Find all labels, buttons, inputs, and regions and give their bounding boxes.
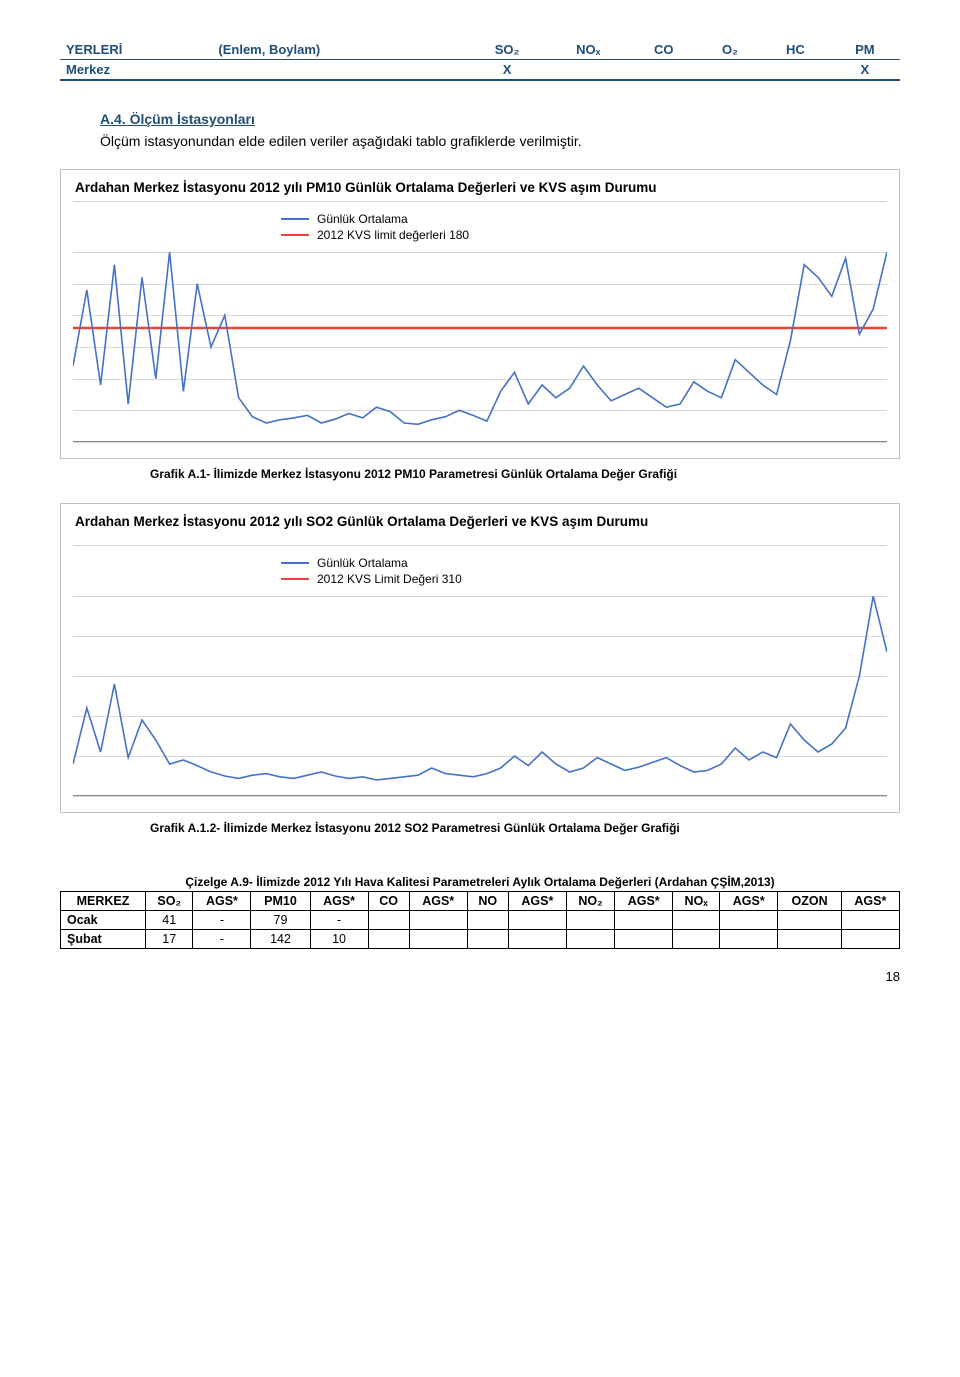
hdr-cell: X <box>830 60 900 81</box>
legend-swatch <box>281 578 309 580</box>
table-col: AGS* <box>193 892 251 911</box>
table-cell: 41 <box>146 911 193 930</box>
so2-legend: Günlük Ortalama 2012 KVS Limit Değeri 31… <box>61 546 899 596</box>
table-col: NO₂ <box>566 892 614 911</box>
table-cell <box>566 930 614 949</box>
hdr-cell: Merkez <box>60 60 212 81</box>
table-cell <box>467 930 508 949</box>
table-col: AGS* <box>508 892 566 911</box>
table-col: AGS* <box>310 892 368 911</box>
table-col: AGS* <box>841 892 899 911</box>
so2-chart-box: Ardahan Merkez İstasyonu 2012 yılı SO2 G… <box>60 503 900 813</box>
table-cell <box>615 930 673 949</box>
table-col: AGS* <box>720 892 778 911</box>
table-cell <box>841 911 899 930</box>
hdr-cell <box>212 60 466 81</box>
table-cell <box>673 911 720 930</box>
table-cell <box>566 911 614 930</box>
hdr-cell <box>548 60 629 81</box>
legend-swatch <box>281 562 309 564</box>
legend-item: Günlük Ortalama <box>281 212 899 226</box>
table-cell <box>778 930 841 949</box>
table-col: NOₓ <box>673 892 720 911</box>
hdr-col: HC <box>761 40 830 60</box>
legend-item: 2012 KVS Limit Değeri 310 <box>281 572 899 586</box>
table-cell: 10 <box>310 930 368 949</box>
hdr-col: CO <box>629 40 699 60</box>
hdr-cell <box>699 60 761 81</box>
section-title: A.4. Ölçüm İstasyonları <box>100 111 900 127</box>
pm10-chart-title: Ardahan Merkez İstasyonu 2012 yılı PM10 … <box>61 170 899 195</box>
hdr-col: SO₂ <box>466 40 548 60</box>
table-cell <box>841 930 899 949</box>
so2-plot-area <box>73 596 887 796</box>
so2-chart-title: Ardahan Merkez İstasyonu 2012 yılı SO2 G… <box>61 504 899 529</box>
hdr-col: O₂ <box>699 40 761 60</box>
pm10-caption: Grafik A.1- İlimizde Merkez İstasyonu 20… <box>150 467 900 481</box>
legend-item: 2012 KVS limit değerleri 180 <box>281 228 899 242</box>
table-cell: Şubat <box>61 930 146 949</box>
pm10-plot-area <box>73 252 887 442</box>
table-col: NO <box>467 892 508 911</box>
legend-item: Günlük Ortalama <box>281 556 899 570</box>
table-col: PM10 <box>251 892 310 911</box>
table-cell: - <box>193 930 251 949</box>
hdr-cell <box>629 60 699 81</box>
hdr-col: YERLERİ <box>60 40 212 60</box>
legend-label: 2012 KVS Limit Değeri 310 <box>317 572 462 586</box>
table-col: AGS* <box>615 892 673 911</box>
table-cell <box>508 911 566 930</box>
table-cell <box>409 930 467 949</box>
table-col: SO₂ <box>146 892 193 911</box>
table-a9-caption: Çizelge A.9- İlimizde 2012 Yılı Hava Kal… <box>60 875 900 889</box>
table-cell <box>368 911 409 930</box>
table-cell: 142 <box>251 930 310 949</box>
section-intro: Ölçüm istasyonundan elde edilen veriler … <box>100 133 900 149</box>
table-cell <box>778 911 841 930</box>
hdr-cell: X <box>466 60 548 81</box>
table-cell: 17 <box>146 930 193 949</box>
hdr-col: PM <box>830 40 900 60</box>
table-cell <box>615 911 673 930</box>
legend-swatch <box>281 218 309 220</box>
header-param-table: YERLERİ (Enlem, Boylam) SO₂ NOₓ CO O₂ HC… <box>60 40 900 81</box>
table-a9: MERKEZSO₂AGS*PM10AGS*COAGS*NOAGS*NO₂AGS*… <box>60 891 900 949</box>
table-cell <box>720 930 778 949</box>
table-cell: 79 <box>251 911 310 930</box>
table-col: MERKEZ <box>61 892 146 911</box>
header-row-cols: YERLERİ (Enlem, Boylam) SO₂ NOₓ CO O₂ HC… <box>60 40 900 60</box>
hdr-col: (Enlem, Boylam) <box>212 40 466 60</box>
table-cell <box>673 930 720 949</box>
header-row-data: Merkez X X <box>60 60 900 81</box>
table-cell: - <box>193 911 251 930</box>
table-col: AGS* <box>409 892 467 911</box>
hdr-cell <box>761 60 830 81</box>
table-cell: Ocak <box>61 911 146 930</box>
table-cell <box>467 911 508 930</box>
pm10-chart-box: Ardahan Merkez İstasyonu 2012 yılı PM10 … <box>60 169 900 459</box>
table-cell <box>409 911 467 930</box>
table-cell <box>368 930 409 949</box>
legend-label: 2012 KVS limit değerleri 180 <box>317 228 469 242</box>
table-cell <box>720 911 778 930</box>
page-number: 18 <box>60 969 900 984</box>
table-col: OZON <box>778 892 841 911</box>
table-cell: - <box>310 911 368 930</box>
legend-label: Günlük Ortalama <box>317 556 408 570</box>
hdr-col: NOₓ <box>548 40 629 60</box>
so2-caption: Grafik A.1.2- İlimizde Merkez İstasyonu … <box>150 821 900 835</box>
table-col: CO <box>368 892 409 911</box>
legend-label: Günlük Ortalama <box>317 212 408 226</box>
table-cell <box>508 930 566 949</box>
pm10-legend: Günlük Ortalama 2012 KVS limit değerleri… <box>61 202 899 252</box>
legend-swatch <box>281 234 309 236</box>
